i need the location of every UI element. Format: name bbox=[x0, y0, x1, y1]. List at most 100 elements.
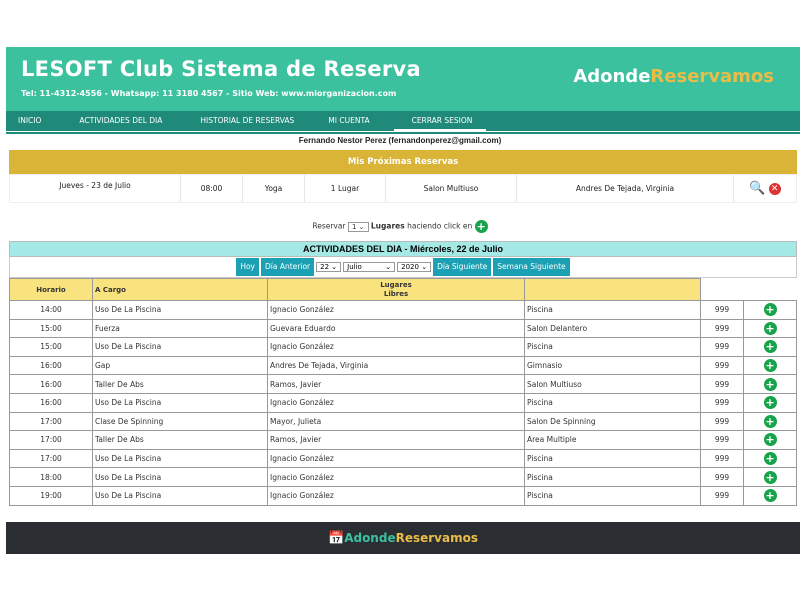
row-places: 999 bbox=[700, 374, 744, 394]
row-instructor: Ignacio González bbox=[267, 392, 525, 413]
row-places: 999 bbox=[700, 392, 744, 413]
main-nav: INICIO ACTIVIDADES DEL DIA HISTORIAL DE … bbox=[6, 111, 800, 131]
add-reservation-icon[interactable]: + bbox=[763, 321, 777, 335]
table-row: 18:00 Uso De La Piscina Ignacio González Pi… bbox=[9, 467, 797, 487]
table-row: 15:00 Fuerza Guevara Eduardo Salon Delanter… bbox=[9, 318, 797, 339]
row-time: 17:00 bbox=[9, 430, 93, 450]
next-day-button[interactable]: Día Siguiente bbox=[433, 258, 492, 276]
row-instructor: Ignacio González bbox=[267, 337, 525, 357]
row-time: 15:00 bbox=[9, 337, 93, 357]
row-activity: Taller De Abs bbox=[92, 374, 268, 394]
upcoming-places: 1 Lugar bbox=[305, 175, 386, 202]
reserve-instructions: Reservar 1 ⌄ Lugares haciendo click en + bbox=[312, 220, 488, 233]
nav-cerrar-sesion[interactable]: CERRAR SESION bbox=[384, 111, 487, 131]
row-instructor: Andres De Tejada, Virginia bbox=[267, 355, 525, 376]
row-instructor: Ignacio González bbox=[267, 448, 525, 469]
add-reservation-icon[interactable]: + bbox=[763, 377, 777, 391]
nav-historial[interactable]: HISTORIAL DE RESERVAS bbox=[200, 116, 295, 125]
row-activity: Gap bbox=[92, 355, 268, 376]
add-reservation-icon[interactable]: + bbox=[763, 303, 777, 317]
quantity-select[interactable]: 1 ⌄ bbox=[347, 221, 369, 232]
row-places: 999 bbox=[700, 337, 744, 357]
table-row: 17:00 Clase De Spinning Mayor, Julieta Salo… bbox=[9, 411, 797, 432]
user-info: Fernando Nestor Perez (fernandonperez@gm… bbox=[298, 136, 502, 145]
add-reservation-icon[interactable]: + bbox=[763, 359, 777, 373]
add-reservation-icon[interactable]: + bbox=[763, 414, 777, 428]
row-time: 16:00 bbox=[9, 374, 93, 394]
nav-actividades[interactable]: ACTIVIDADES DEL DIA bbox=[79, 116, 163, 125]
table-row: 16:00 Taller De Abs Ramos, Javier Salon Mul… bbox=[9, 374, 797, 394]
row-location: Piscina bbox=[524, 337, 701, 357]
month-select[interactable]: Julio ⌄ bbox=[343, 262, 396, 272]
row-places: 999 bbox=[700, 467, 744, 487]
table-row: 19:00 Uso De La Piscina Ignacio González Pi… bbox=[9, 485, 797, 506]
row-activity: Uso De La Piscina bbox=[92, 485, 268, 506]
next-week-button[interactable]: Semana Siguiente bbox=[493, 258, 570, 276]
row-places: 999 bbox=[700, 485, 744, 506]
col-a-cargo: A Cargo bbox=[92, 278, 268, 301]
row-time: 18:00 bbox=[9, 467, 93, 487]
brand-logo: AdondeReservamos bbox=[573, 66, 774, 87]
day-select[interactable]: 22 ⌄ bbox=[316, 262, 342, 272]
row-places: 999 bbox=[700, 318, 744, 339]
table-row: 16:00 Uso De La Piscina Ignacio González Pi… bbox=[9, 392, 797, 413]
year-select[interactable]: 2020 ⌄ bbox=[397, 262, 432, 272]
add-reservation-icon[interactable]: + bbox=[763, 452, 777, 466]
row-time: 19:00 bbox=[9, 485, 93, 506]
col-lugares: Lugares Libres bbox=[267, 278, 525, 301]
row-location: Piscina bbox=[524, 392, 701, 413]
contact-info: Tel: 11-4312-4556 - Whatsapp: 11 3180 45… bbox=[21, 89, 397, 98]
add-reservation-icon[interactable]: + bbox=[763, 470, 777, 484]
plus-icon: + bbox=[474, 220, 488, 233]
today-button[interactable]: Hoy bbox=[236, 258, 259, 276]
row-activity: Taller De Abs bbox=[92, 430, 268, 450]
upcoming-date: Jueves - 23 de Julio bbox=[10, 175, 181, 202]
row-instructor: Guevara Eduardo bbox=[267, 318, 525, 339]
footer: 📅AdondeReservamos bbox=[6, 522, 800, 554]
row-instructor: Mayor, Julieta bbox=[267, 411, 525, 432]
upcoming-location: Salon Multiuso bbox=[386, 175, 517, 202]
site-title: LESOFT Club Sistema de Reserva bbox=[21, 57, 422, 81]
row-location: Piscina bbox=[524, 448, 701, 469]
row-activity: Uso De La Piscina bbox=[92, 300, 268, 320]
add-reservation-icon[interactable]: + bbox=[763, 489, 777, 503]
table-row: 17:00 Uso De La Piscina Ignacio González Pi… bbox=[9, 448, 797, 469]
row-location: Salon Multiuso bbox=[524, 374, 701, 394]
row-time: 14:00 bbox=[9, 300, 93, 320]
search-icon[interactable]: 🔍 bbox=[749, 181, 766, 196]
cancel-icon[interactable]: ✕ bbox=[768, 182, 781, 195]
add-reservation-icon[interactable]: + bbox=[763, 433, 777, 447]
table-row: 14:00 Uso De La Piscina Ignacio González Pi… bbox=[9, 300, 797, 320]
row-instructor: Ramos, Javier bbox=[267, 430, 525, 450]
row-time: 15:00 bbox=[9, 318, 93, 339]
row-time: 16:00 bbox=[9, 392, 93, 413]
row-location: Salon De Spinning bbox=[524, 411, 701, 432]
row-time: 17:00 bbox=[9, 411, 93, 432]
row-location: Piscina bbox=[524, 300, 701, 320]
row-location: Gimnasio bbox=[524, 355, 701, 376]
row-instructor: Ignacio González bbox=[267, 467, 525, 487]
header: LESOFT Club Sistema de Reserva Tel: 11-4… bbox=[6, 47, 800, 111]
add-reservation-icon[interactable]: + bbox=[763, 396, 777, 410]
calendar-icon: 📅 bbox=[328, 531, 345, 546]
row-instructor: Ignacio González bbox=[267, 300, 525, 320]
table-row: 17:00 Taller De Abs Ramos, Javier Area Mult… bbox=[9, 430, 797, 450]
col-horario: Horario bbox=[9, 278, 93, 301]
add-reservation-icon[interactable]: + bbox=[763, 340, 777, 354]
row-time: 16:00 bbox=[9, 355, 93, 376]
row-instructor: Ramos, Javier bbox=[267, 374, 525, 394]
activities-title: ACTIVIDADES DEL DIA - Miércoles, 22 de J… bbox=[9, 241, 797, 257]
row-places: 999 bbox=[700, 448, 744, 469]
nav-mi-cuenta[interactable]: MI CUENTA bbox=[328, 116, 370, 125]
table-row: 15:00 Uso De La Piscina Ignacio González Pi… bbox=[9, 337, 797, 357]
row-location: Piscina bbox=[524, 485, 701, 506]
row-places: 999 bbox=[700, 300, 744, 320]
prev-day-button[interactable]: Día Anterior bbox=[261, 258, 315, 276]
row-activity: Clase De Spinning bbox=[92, 411, 268, 432]
upcoming-activity: Yoga bbox=[243, 175, 305, 202]
row-places: 999 bbox=[700, 411, 744, 432]
nav-inicio[interactable]: INICIO bbox=[18, 116, 42, 125]
row-location: Area Multiple bbox=[524, 430, 701, 450]
row-places: 999 bbox=[700, 430, 744, 450]
upcoming-row: Jueves - 23 de Julio 08:00 Yoga 1 Lugar … bbox=[9, 174, 797, 203]
